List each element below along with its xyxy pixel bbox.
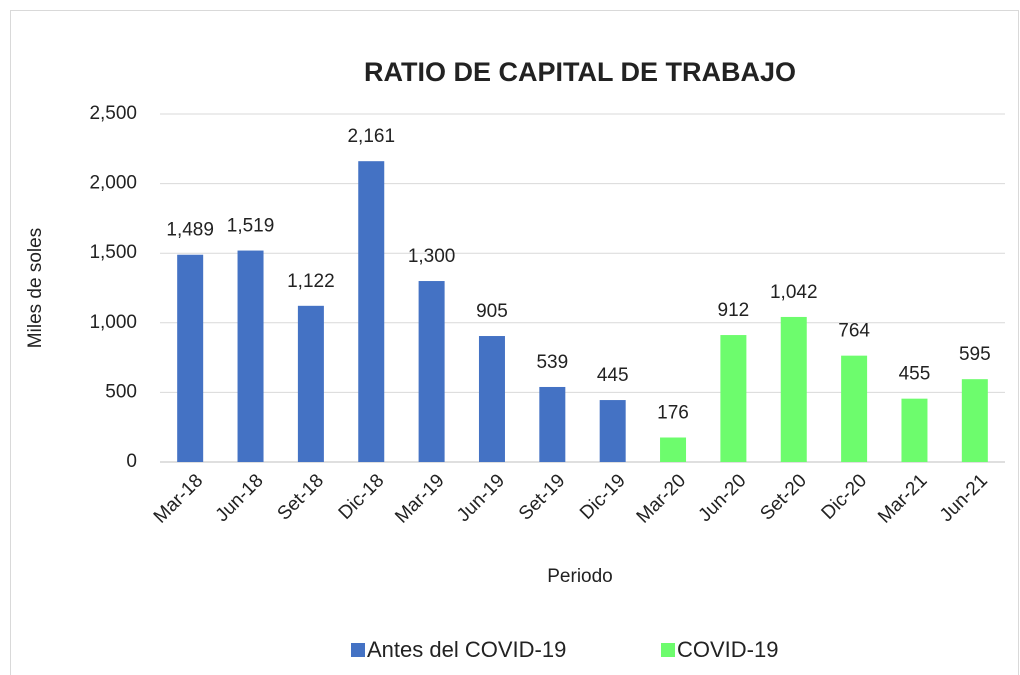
value-label: 539 — [536, 352, 568, 373]
bar — [539, 386, 566, 462]
legend-swatch — [351, 643, 365, 657]
value-label: 912 — [718, 300, 750, 321]
y-tick-label: 1,500 — [89, 242, 137, 263]
x-tick-label: Mar-21 — [874, 470, 931, 527]
bar — [599, 400, 626, 462]
value-label: 905 — [476, 301, 508, 322]
legend-swatch — [661, 643, 675, 657]
value-label: 455 — [899, 364, 931, 385]
x-tick-label: Dic-19 — [576, 470, 630, 524]
x-tick-label: Mar-20 — [633, 470, 690, 527]
y-tick-label: 2,000 — [89, 173, 137, 194]
bar — [237, 250, 264, 462]
value-label: 764 — [838, 321, 870, 342]
x-axis-label: Periodo — [547, 566, 613, 587]
value-label: 1,042 — [770, 282, 818, 303]
y-tick-label: 0 — [126, 451, 137, 472]
bar — [780, 316, 807, 462]
bar — [901, 398, 928, 462]
chart-frame — [10, 10, 1019, 675]
bar — [418, 281, 445, 462]
chart-title: RATIO DE CAPITAL DE TRABAJO — [364, 57, 796, 87]
legend-label: Antes del COVID-19 — [367, 637, 566, 662]
x-tick-label: Mar-18 — [150, 470, 207, 527]
x-tick-label: Set-20 — [756, 470, 810, 524]
bar — [177, 254, 204, 462]
legend-label: COVID-19 — [677, 637, 778, 662]
x-tick-label: Jun-21 — [936, 470, 992, 526]
y-tick-label: 500 — [105, 381, 137, 402]
x-tick-label: Set-19 — [515, 470, 569, 524]
value-label: 1,519 — [227, 216, 275, 237]
value-label: 1,122 — [287, 271, 335, 292]
y-axis-label: Miles de soles — [25, 228, 46, 348]
y-tick-label: 1,000 — [89, 312, 137, 333]
value-label: 595 — [959, 344, 991, 365]
value-label: 176 — [657, 403, 689, 424]
bar — [841, 355, 868, 462]
bar — [478, 336, 505, 462]
value-label: 445 — [597, 365, 629, 386]
bar — [961, 379, 988, 462]
value-label: 2,161 — [347, 126, 395, 147]
value-label: 1,489 — [166, 220, 214, 241]
y-tick-label: 2,500 — [89, 103, 137, 124]
bar — [720, 335, 747, 462]
x-tick-label: Jun-19 — [453, 470, 509, 526]
x-tick-label: Dic-18 — [335, 470, 389, 524]
bar — [297, 305, 324, 462]
x-tick-label: Mar-19 — [391, 470, 448, 527]
bar — [660, 437, 687, 462]
x-tick-label: Dic-20 — [818, 470, 872, 524]
value-label: 1,300 — [408, 246, 456, 267]
x-tick-label: Jun-20 — [695, 470, 751, 526]
x-tick-label: Set-18 — [274, 470, 328, 524]
bar — [358, 161, 385, 463]
x-tick-label: Jun-18 — [212, 470, 268, 526]
